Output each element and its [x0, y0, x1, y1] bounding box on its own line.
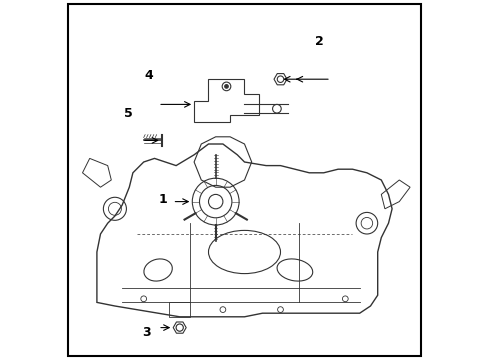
Text: 3: 3 [142, 327, 151, 339]
Text: 1: 1 [158, 193, 167, 206]
Text: 5: 5 [124, 107, 133, 120]
Circle shape [176, 324, 183, 331]
Bar [168, 302, 190, 317]
Text: 4: 4 [143, 69, 152, 82]
Text: 2: 2 [314, 35, 323, 48]
Circle shape [224, 85, 228, 88]
